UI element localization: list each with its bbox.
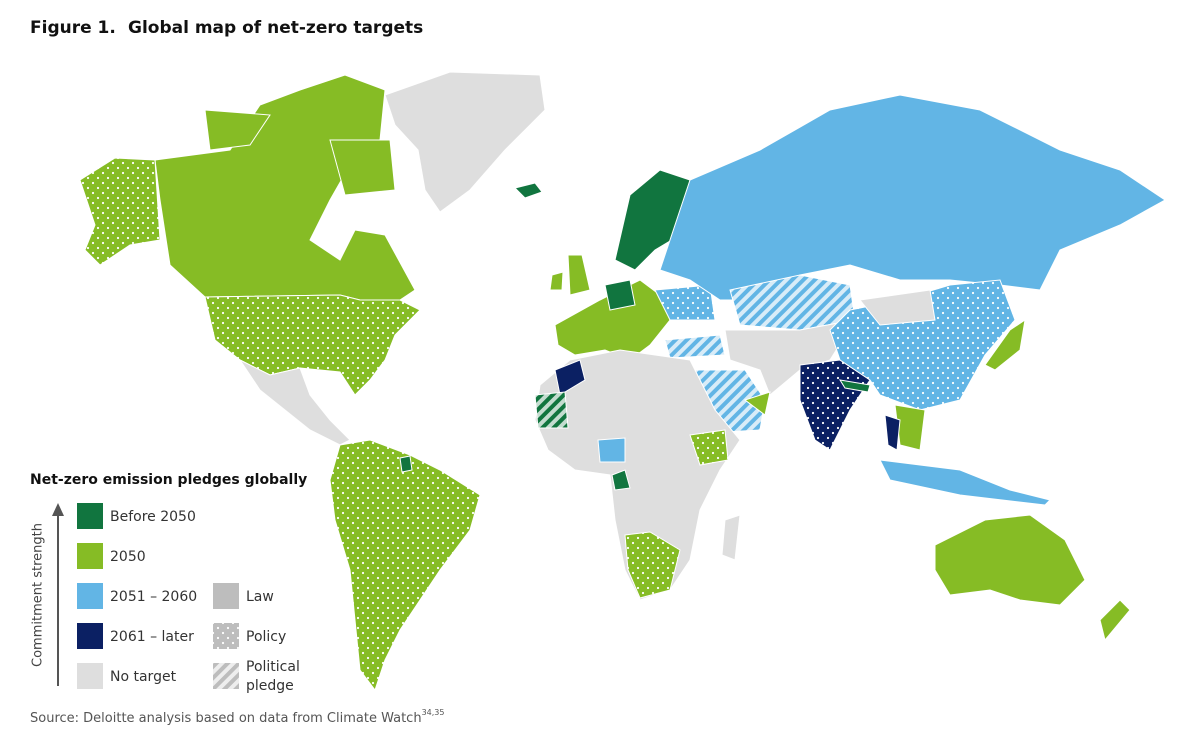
swatch	[77, 623, 103, 649]
legend-label: Before 2050	[110, 509, 196, 525]
figure-label: Figure 1.	[30, 18, 116, 38]
legend-label-line: pledge	[246, 678, 294, 694]
legend-label: Political pledge	[246, 659, 304, 694]
legend-label: 2061 – later	[110, 629, 194, 645]
swatch-pattern	[213, 623, 239, 649]
source: Source: Deloitte analysis based on data …	[30, 708, 444, 726]
legend-label: Law	[246, 589, 274, 605]
source-text: Source: Deloitte analysis based on data …	[30, 711, 422, 726]
swatch	[77, 663, 103, 689]
legend-label: 2051 – 2060	[110, 589, 197, 605]
title: Global map of net-zero targets	[128, 18, 423, 38]
legend-label: Policy	[246, 629, 286, 645]
legend-title: Net-zero emission pledges globally	[30, 472, 307, 488]
swatch	[213, 583, 239, 609]
world-map	[79, 71, 1166, 692]
legend-label: 2050	[110, 549, 146, 565]
axis-label: Commitment strength	[31, 523, 46, 667]
source-refs: 34,35	[422, 708, 445, 717]
legend-label: No target	[110, 669, 177, 685]
legend-label-line: Political	[246, 659, 300, 675]
swatch	[77, 503, 103, 529]
axis-arrow-head	[52, 503, 64, 516]
swatch-pattern	[213, 663, 239, 689]
legend: Net-zero emission pledges globally Commi…	[30, 472, 307, 694]
swatch	[77, 543, 103, 569]
swatch	[77, 583, 103, 609]
